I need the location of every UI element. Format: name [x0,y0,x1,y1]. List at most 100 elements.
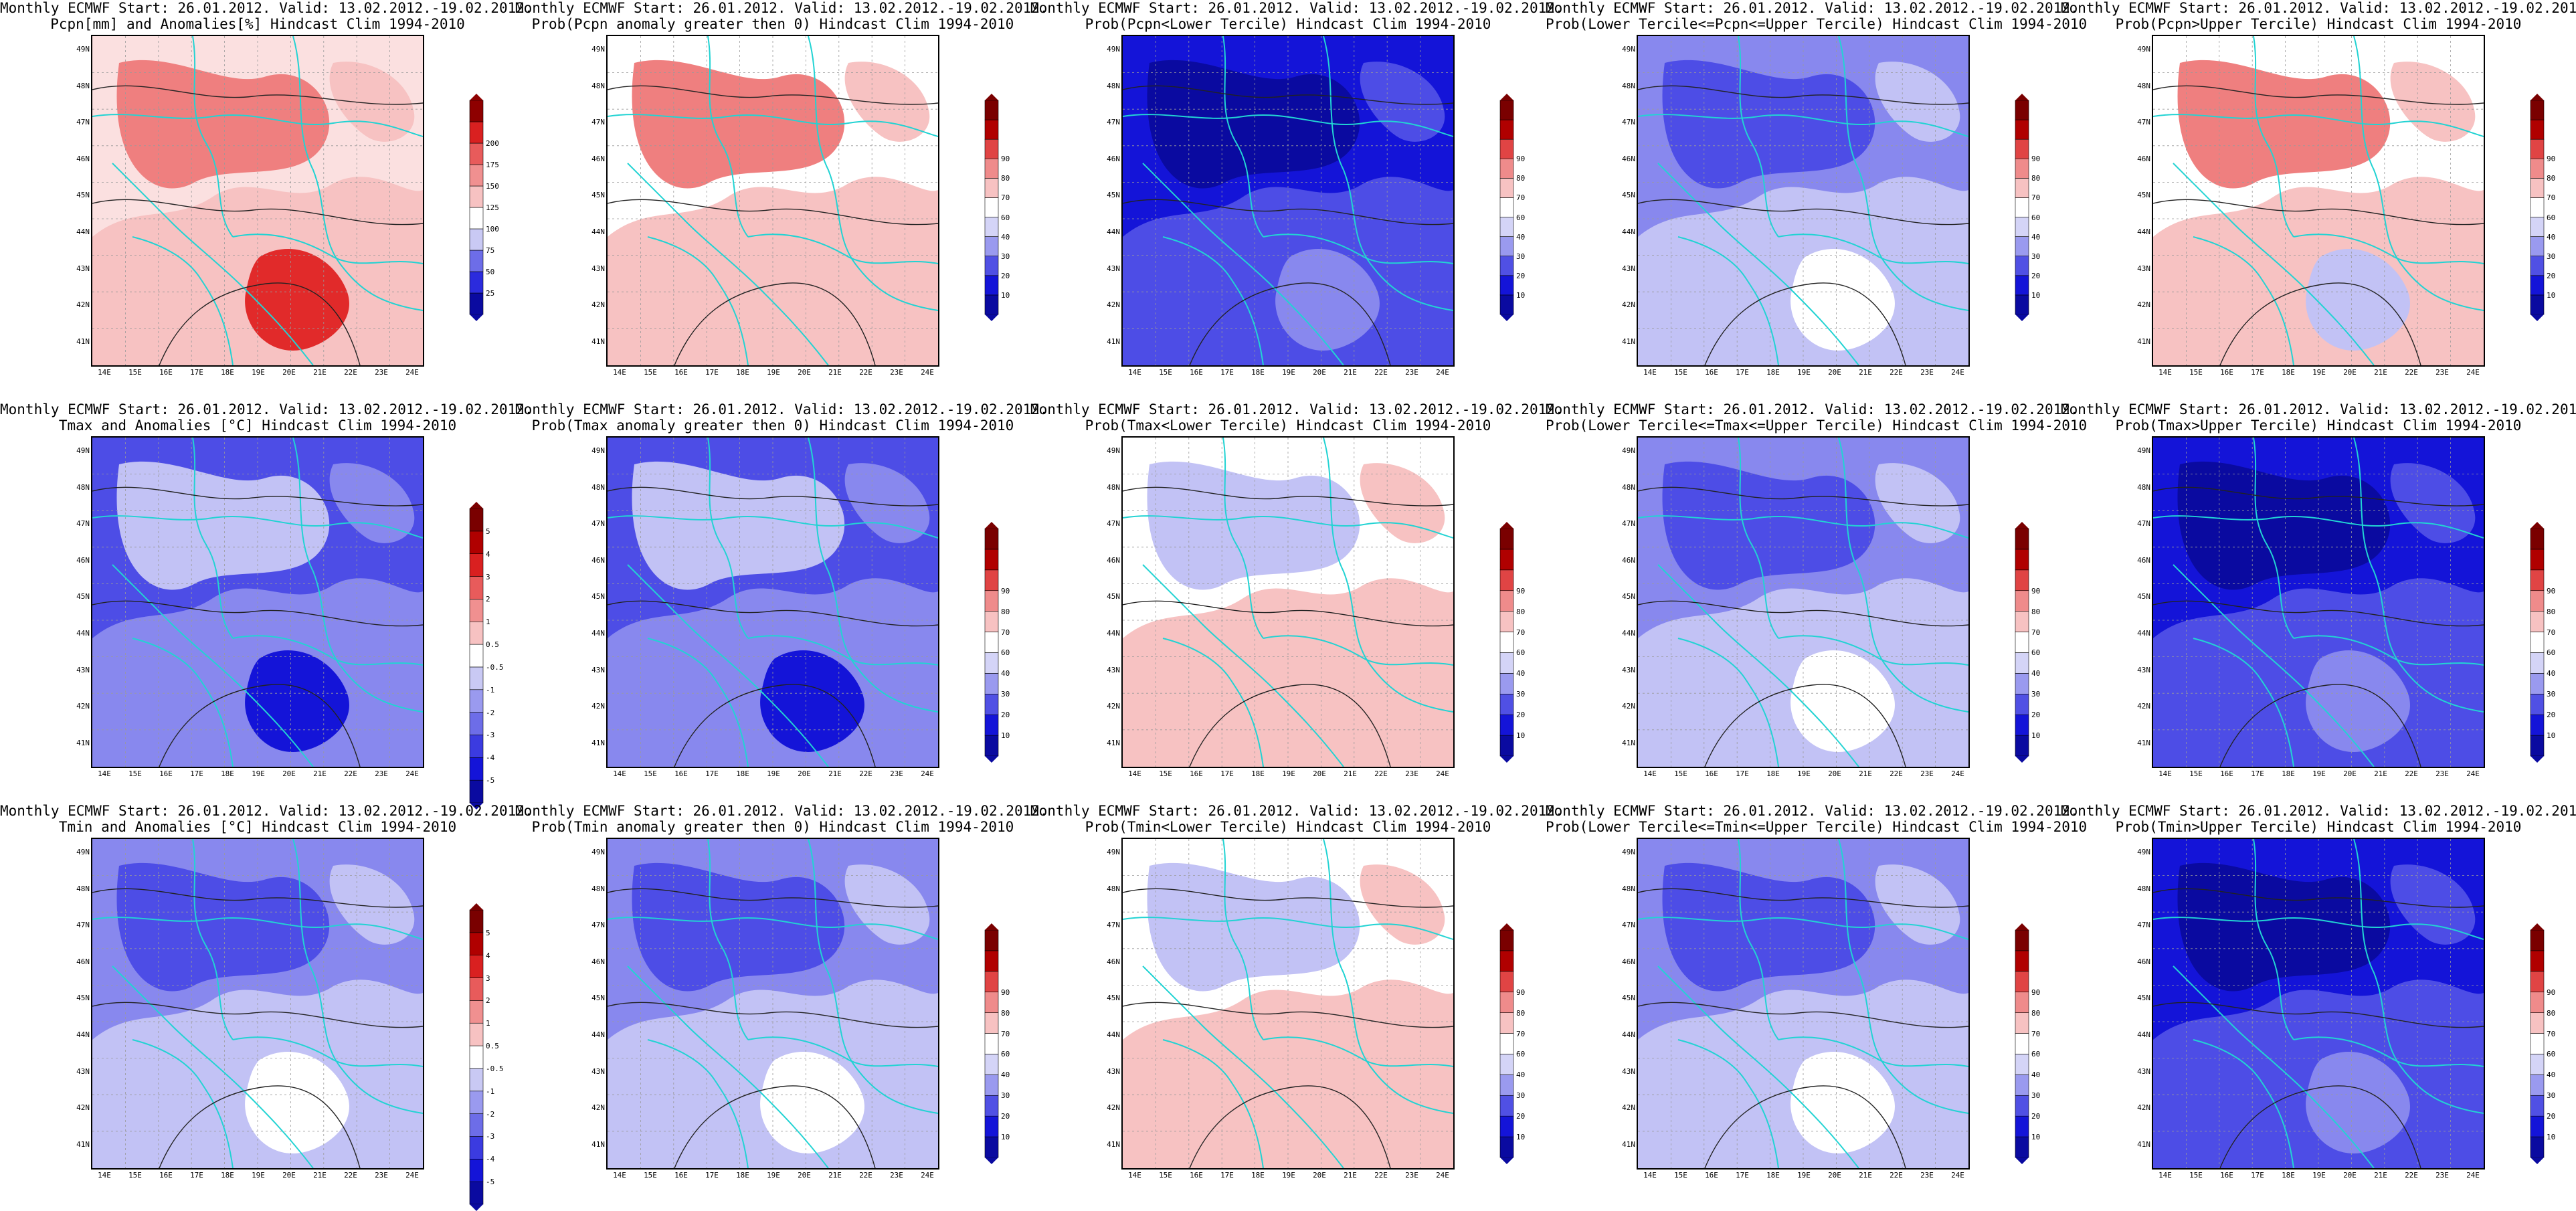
isoline [1704,1085,1906,1168]
map-area [1637,838,1970,1170]
lon-label: 23E [375,769,388,778]
lon-label: 20E [1828,1171,1841,1180]
lon-label: 18E [1251,368,1265,377]
color-bar-step [2015,1054,2029,1075]
color-bar-step [469,757,484,781]
color-bar-step [2015,673,2029,694]
panel-header: Monthly ECMWF Start: 26.01.2012. Valid: … [1030,0,1564,16]
border-line [132,638,234,767]
lat-label: 47N [76,519,90,529]
color-bar [468,94,484,321]
color-bar-tip [985,1157,998,1164]
panel-title: Monthly ECMWF Start: 26.01.2012. Valid: … [2061,803,2576,835]
map-area [91,838,424,1170]
color-bar-tip [985,522,998,529]
border-line [192,839,234,1040]
color-bar-step [469,779,484,804]
panel-subtitle: Prob(Tmin<Lower Tercile) Hindcast Clim 1… [1085,819,1491,835]
map-panel: Monthly ECMWF Start: 26.01.2012. Valid: … [1030,401,1564,803]
border-line [292,36,423,311]
color-bar-step [984,950,999,972]
lon-label: 18E [1766,368,1780,377]
isoline [159,684,361,767]
color-bar-tip [1500,923,1513,930]
color-bar-label: 60 [2031,1050,2041,1059]
lon-label: 22E [859,368,872,377]
lat-label: 46N [2137,154,2150,163]
lon-label: 17E [1220,769,1234,778]
border-line [1162,638,1264,767]
color-bar-step [1499,1095,1514,1117]
lat-label: 49N [591,45,605,54]
color-bar-step [2530,528,2545,550]
lat-label: 43N [1107,665,1120,674]
lon-label: 22E [344,1171,357,1180]
border-line [1323,839,1453,1114]
color-bar-label: -0.5 [486,1064,504,1073]
lat-label: 41N [1622,1139,1635,1149]
lon-label: 21E [2374,368,2387,377]
color-bar-tip [470,903,483,910]
lat-label: 45N [2137,994,2150,1003]
color-bar-label: 20 [2031,271,2041,280]
lon-label: 22E [344,769,357,778]
color-bar-label: 50 [486,268,495,276]
color-bar-step [2530,971,2545,993]
border-line [1838,438,1968,713]
lat-label: 42N [2137,1103,2150,1113]
border-line [808,36,938,311]
border-line [1222,839,1264,1040]
color-bar-label: 90 [2547,988,2556,997]
panel-header: Monthly ECMWF Start: 26.01.2012. Valid: … [2061,0,2576,16]
color-bar-label: 70 [1001,193,1010,203]
border-line [627,163,829,365]
color-bar [1499,923,1515,1164]
panel-subtitle: Prob(Pcpn anomaly greater then 0) Hindca… [531,16,1014,32]
map-panel: Monthly ECMWF Start: 26.01.2012. Valid: … [0,803,533,1211]
contour-area [760,1052,864,1153]
color-bar-step [469,164,484,187]
isoline [1638,888,1968,908]
color-bar-step [2530,735,2545,757]
lat-label: 49N [1107,848,1120,856]
color-bar-tip [1500,94,1513,100]
lon-label: 23E [1405,1171,1418,1180]
color-bar-label: -5 [486,776,495,785]
lon-label: 21E [1344,368,1357,377]
lon-label: 21E [828,769,842,778]
panel-header: Monthly ECMWF Start: 26.01.2012. Valid: … [1546,0,2079,16]
color-bar [984,522,1000,763]
border-line [112,965,314,1168]
lon-label: 17E [705,368,719,377]
isoline [1123,1002,1453,1028]
lon-label: 16E [159,368,173,377]
map-panel: Monthly ECMWF Start: 26.01.2012. Valid: … [515,401,1048,803]
color-bar-label: 40 [2547,1070,2556,1080]
color-bar-label: 80 [1516,607,1526,616]
border-line [292,438,423,713]
color-bar-label: 30 [1516,252,1526,261]
lon-label: 17E [1736,368,1749,377]
isoline [2153,1002,2484,1028]
border-line [2353,36,2484,311]
border-line [2153,917,2484,940]
panel-header: Monthly ECMWF Start: 26.01.2012. Valid: … [0,803,533,819]
color-bar-label: 10 [1516,731,1526,741]
lon-label: 16E [1705,1171,1718,1180]
contour-area [760,650,864,752]
color-bar-label: 100 [486,225,499,234]
border-line [232,234,423,264]
color-bar-step [984,549,999,571]
lat-label: 41N [76,337,90,346]
lat-label: 46N [1622,555,1635,565]
color-bar-label: 10 [2547,290,2556,300]
color-bar-label: 20 [1001,711,1010,720]
contour-area [245,249,349,351]
map-panel: Monthly ECMWF Start: 26.01.2012. Valid: … [0,0,533,401]
color-bar-step [469,1000,484,1024]
map-area [606,35,939,367]
color-bar-step [984,1054,999,1075]
border-line [1142,965,1344,1168]
color-bar [2014,923,2030,1164]
color-bar-tip [470,94,483,100]
